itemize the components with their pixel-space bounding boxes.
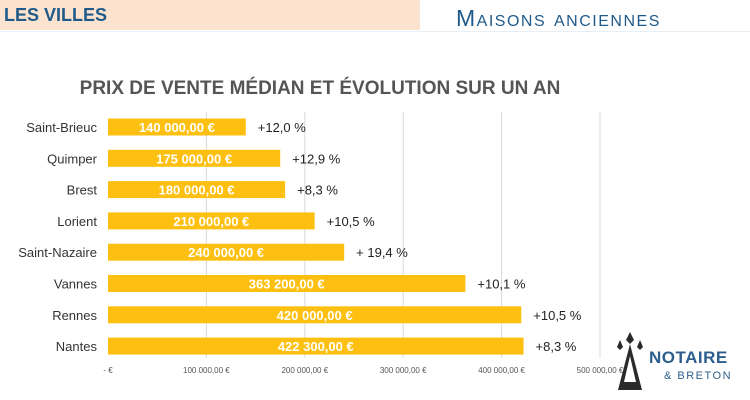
x-tick-label: 500 000,00 € — [577, 366, 624, 375]
evolution-label: +12,0 % — [258, 120, 307, 135]
bar — [108, 275, 466, 292]
bar-value-label: 140 000,00 € — [139, 120, 215, 135]
bar-layer: Saint-Brieuc 140 000,00 € +12,0 % Quimper 17… — [18, 118, 582, 355]
bar-value-label: 363 200,00 € — [249, 277, 325, 292]
section-title: LES VILLES — [4, 5, 108, 25]
x-tick-label: 400 000,00 € — [478, 366, 525, 375]
category-label: Rennes — [52, 308, 97, 323]
category-label: Lorient — [57, 214, 97, 229]
x-axis-ticks: - € 100 000,00 € 200 000,00 € 300 000,00 € 4… — [103, 366, 624, 375]
bar — [108, 306, 522, 324]
ermine-icon — [617, 332, 643, 390]
bar-value-label: 420 000,00 € — [277, 308, 353, 323]
bar — [108, 181, 286, 199]
header-divider — [0, 31, 750, 32]
category-label: Nantes — [56, 339, 98, 354]
bar — [108, 243, 345, 261]
category-label: Saint-Brieuc — [26, 120, 97, 135]
bar — [108, 337, 524, 355]
category-label: Vannes — [54, 277, 98, 292]
evolution-label: +10,5 % — [533, 308, 582, 323]
evolution-label: +10,5 % — [327, 214, 376, 229]
logo-main-text: NOTAIRE — [649, 348, 728, 367]
evolution-label: +12,9 % — [292, 151, 341, 166]
bar-value-label: 175 000,00 € — [156, 151, 232, 166]
bar-value-label: 180 000,00 € — [159, 183, 235, 198]
evolution-label: + 19,4 % — [356, 245, 408, 260]
category-label: Saint-Nazaire — [18, 245, 97, 260]
bar — [108, 149, 281, 167]
logo-sub-text: & BRETON — [664, 370, 733, 382]
evolution-label: +10,1 % — [477, 277, 526, 292]
category-label: Brest — [67, 183, 98, 198]
bar — [108, 212, 315, 230]
bar — [108, 118, 246, 136]
header-band — [0, 0, 420, 30]
evolution-label: +8,3 % — [297, 183, 338, 198]
x-tick-label: 300 000,00 € — [380, 366, 427, 375]
x-tick-label: 100 000,00 € — [183, 366, 230, 375]
x-tick-label: 200 000,00 € — [281, 366, 328, 375]
chart-title: PRIX DE VENTE MÉDIAN ET ÉVOLUTION SUR UN… — [79, 78, 561, 99]
bar-value-label: 240 000,00 € — [188, 245, 264, 260]
bar-value-label: 210 000,00 € — [173, 214, 249, 229]
evolution-label: +8,3 % — [536, 339, 577, 354]
page-subtitle: Maisons anciennes — [456, 5, 661, 31]
category-label: Quimper — [47, 151, 98, 166]
x-tick-label: - € — [103, 366, 113, 375]
bar-value-label: 422 300,00 € — [278, 339, 354, 354]
notaire-logo: NOTAIRE & BRETON — [612, 330, 746, 394]
